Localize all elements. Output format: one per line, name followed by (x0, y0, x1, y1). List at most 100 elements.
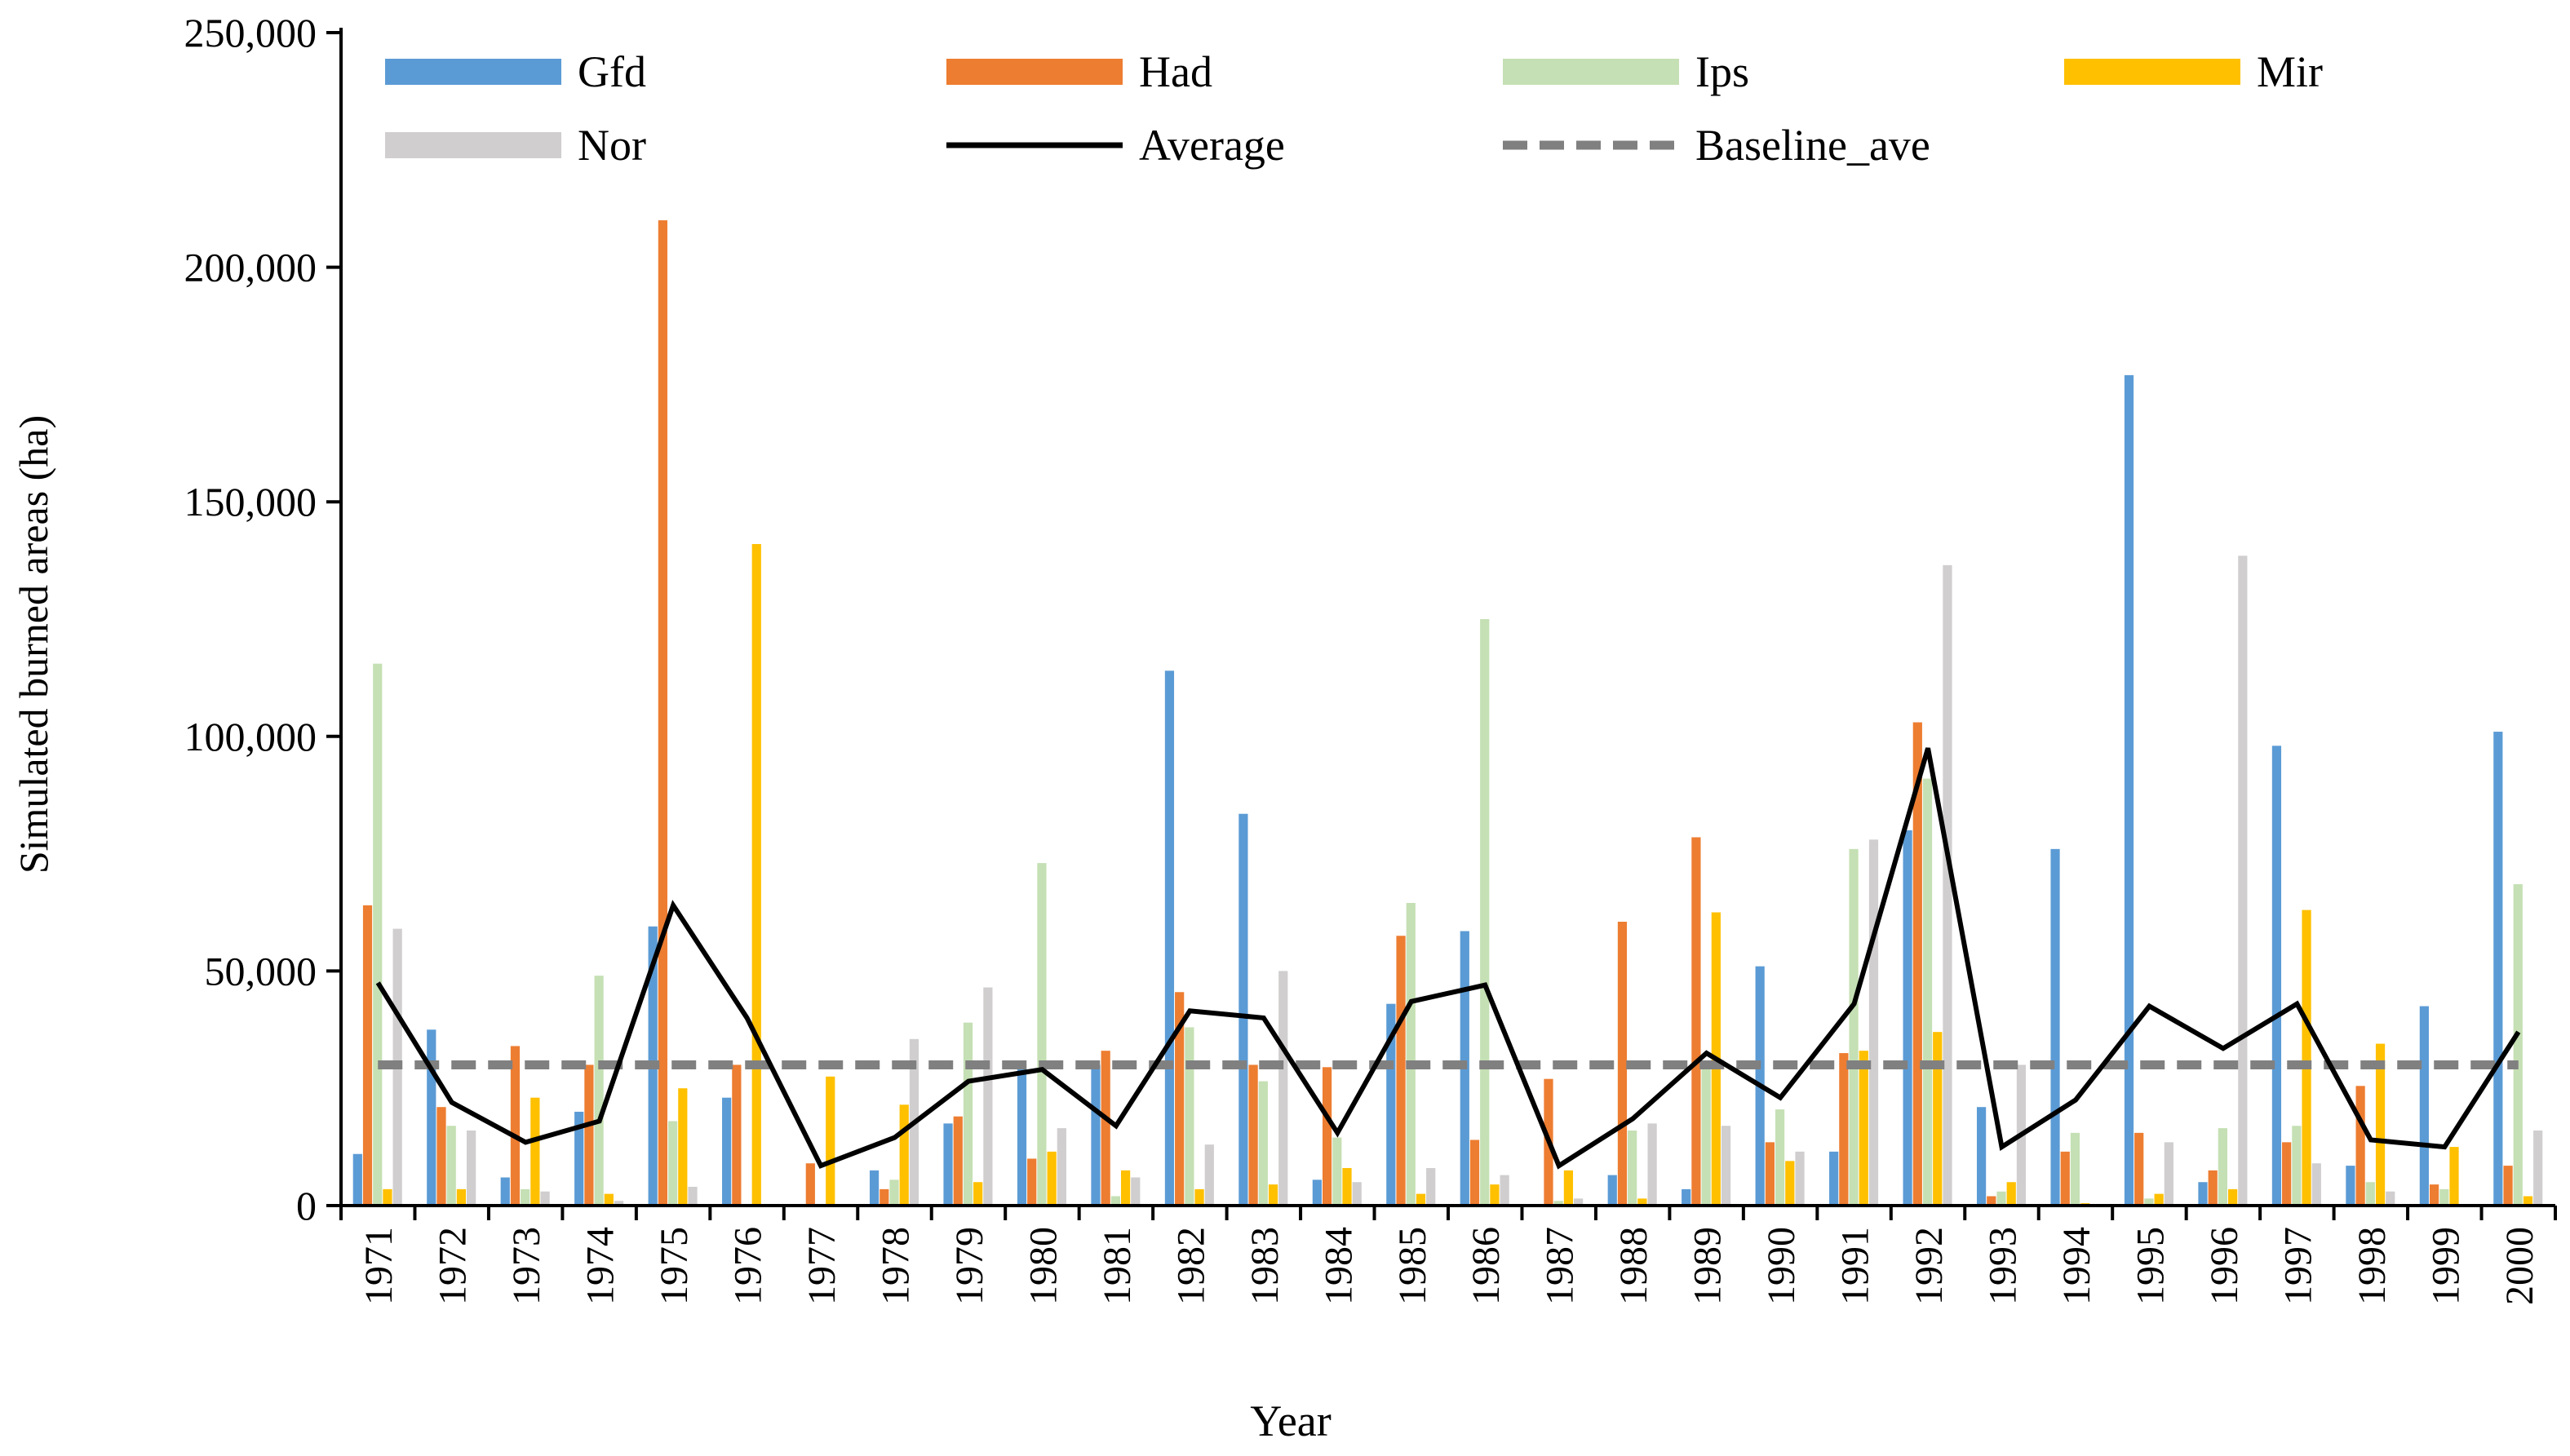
bar-ips-1988 (1628, 1130, 1637, 1206)
legend-label-baseline-ave: Baseline_ave (1695, 121, 1930, 170)
bar-ips-2000 (2513, 883, 2523, 1206)
bar-mir-1993 (2006, 1182, 2016, 1206)
x-tick-label-1973: 1973 (505, 1227, 548, 1305)
bar-mir-1980 (1047, 1151, 1057, 1206)
bar-nor-1983 (1278, 971, 1288, 1206)
bar-had-1998 (2355, 1086, 2365, 1206)
x-tick-label-1992: 1992 (1908, 1227, 1951, 1305)
bar-ips-1983 (1258, 1081, 1268, 1206)
bar-gfd-1995 (2124, 374, 2134, 1206)
x-tick-label-1993: 1993 (1982, 1227, 2025, 1305)
x-tick-label-1974: 1974 (579, 1227, 623, 1305)
bar-had-1983 (1248, 1064, 1258, 1206)
y-tick-label: 50,000 (205, 948, 317, 994)
bar-gfd-1989 (1682, 1188, 1691, 1206)
bar-ips-1989 (1701, 1062, 1711, 1206)
y-tick-label: 0 (296, 1183, 317, 1228)
bar-nor-1987 (1574, 1198, 1584, 1206)
bar-mir-1987 (1563, 1170, 1574, 1206)
x-tick-label-1971: 1971 (357, 1227, 401, 1305)
bar-nor-1979 (983, 987, 993, 1206)
bar-ips-1975 (667, 1121, 678, 1206)
legend-label-average: Average (1139, 121, 1285, 170)
x-tick-label-1978: 1978 (875, 1227, 918, 1305)
x-tick-label-1999: 1999 (2424, 1227, 2467, 1305)
bar-had-1991 (1839, 1053, 1849, 1206)
x-tick-label-1991: 1991 (1834, 1227, 1877, 1305)
bar-had-1980 (1027, 1158, 1037, 1206)
y-tick-label: 250,000 (184, 10, 317, 55)
bar-ips-1979 (963, 1022, 973, 1206)
bar-ips-1995 (2144, 1198, 2154, 1206)
bar-ips-1985 (1406, 903, 1416, 1206)
x-tick-label-1998: 1998 (2351, 1227, 2394, 1305)
bar-had-1996 (2208, 1170, 2218, 1206)
x-tick-label-1980: 1980 (1021, 1227, 1065, 1305)
x-tick-label-1990: 1990 (1760, 1227, 1803, 1305)
bar-had-1992 (1912, 722, 1922, 1206)
x-tick-label-1983: 1983 (1243, 1227, 1287, 1305)
bar-nor-1981 (1131, 1177, 1141, 1206)
bar-ips-1981 (1110, 1196, 1120, 1206)
bar-ips-1984 (1332, 1137, 1342, 1206)
bar-had-2000 (2503, 1166, 2513, 1206)
bar-mir-1996 (2228, 1188, 2238, 1206)
bar-ips-1999 (2439, 1188, 2449, 1206)
x-tick-label-1996: 1996 (2203, 1227, 2246, 1305)
bar-mir-1995 (2154, 1193, 2164, 1206)
bar-mir-1982 (1194, 1188, 1204, 1206)
bar-gfd-1972 (427, 1029, 436, 1206)
bar-had-1979 (953, 1116, 963, 1206)
bar-nor-1974 (614, 1201, 624, 1206)
bar-had-1978 (880, 1188, 889, 1206)
bar-gfd-1998 (2346, 1166, 2355, 1206)
bar-mir-1991 (1859, 1051, 1868, 1206)
bar-had-1990 (1765, 1142, 1775, 1206)
legend-swatch-mir (2064, 59, 2240, 85)
bar-mir-1977 (826, 1076, 835, 1206)
x-tick-label-2000: 2000 (2498, 1227, 2541, 1305)
bar-mir-1975 (678, 1088, 688, 1206)
legend-label-mir: Mir (2257, 47, 2323, 96)
bar-ips-1991 (1849, 848, 1859, 1206)
bar-gfd-1976 (722, 1097, 732, 1206)
legend-swatch-nor (385, 132, 561, 158)
bar-mir-1978 (899, 1104, 909, 1206)
x-tick-label-1994: 1994 (2055, 1227, 2098, 1305)
bar-ips-1987 (1553, 1201, 1563, 1206)
x-tick-label-1979: 1979 (948, 1227, 991, 1305)
bar-nor-2000 (2533, 1130, 2543, 1206)
bar-nor-1980 (1057, 1128, 1066, 1206)
bar-ips-1973 (521, 1188, 530, 1206)
bar-nor-1986 (1500, 1175, 1509, 1206)
bar-gfd-1984 (1312, 1179, 1322, 1206)
bar-mir-1986 (1490, 1184, 1500, 1206)
bar-mir-1988 (1637, 1198, 1647, 1206)
x-tick-label-1981: 1981 (1096, 1227, 1139, 1305)
bar-gfd-1982 (1164, 670, 1175, 1206)
bar-nor-1996 (2238, 555, 2248, 1206)
bar-had-1997 (2282, 1142, 2292, 1206)
bar-had-1988 (1617, 922, 1628, 1206)
bar-nor-1989 (1721, 1126, 1731, 1206)
x-tick-label-1995: 1995 (2129, 1227, 2172, 1305)
bar-ips-1972 (446, 1126, 456, 1206)
bar-gfd-1997 (2271, 746, 2282, 1206)
bar-ips-1997 (2292, 1126, 2302, 1206)
x-tick-label-1982: 1982 (1169, 1227, 1212, 1305)
x-tick-label-1987: 1987 (1539, 1227, 1582, 1305)
bar-nor-1988 (1647, 1123, 1657, 1206)
bar-had-1981 (1101, 1051, 1110, 1206)
bar-had-1995 (2134, 1132, 2144, 1206)
bar-nor-1982 (1204, 1144, 1214, 1206)
bar-nor-1975 (688, 1186, 698, 1206)
bar-had-1989 (1691, 837, 1701, 1206)
bar-ips-1994 (2070, 1132, 2080, 1206)
legend: Gfd Had Ips Mir Nor Average Baseline_ave (385, 47, 2323, 170)
bar-had-1976 (732, 1064, 742, 1206)
bar-mir-1979 (973, 1182, 983, 1206)
legend-label-ips: Ips (1695, 47, 1749, 96)
x-axis-title: Year (1250, 1396, 1332, 1445)
